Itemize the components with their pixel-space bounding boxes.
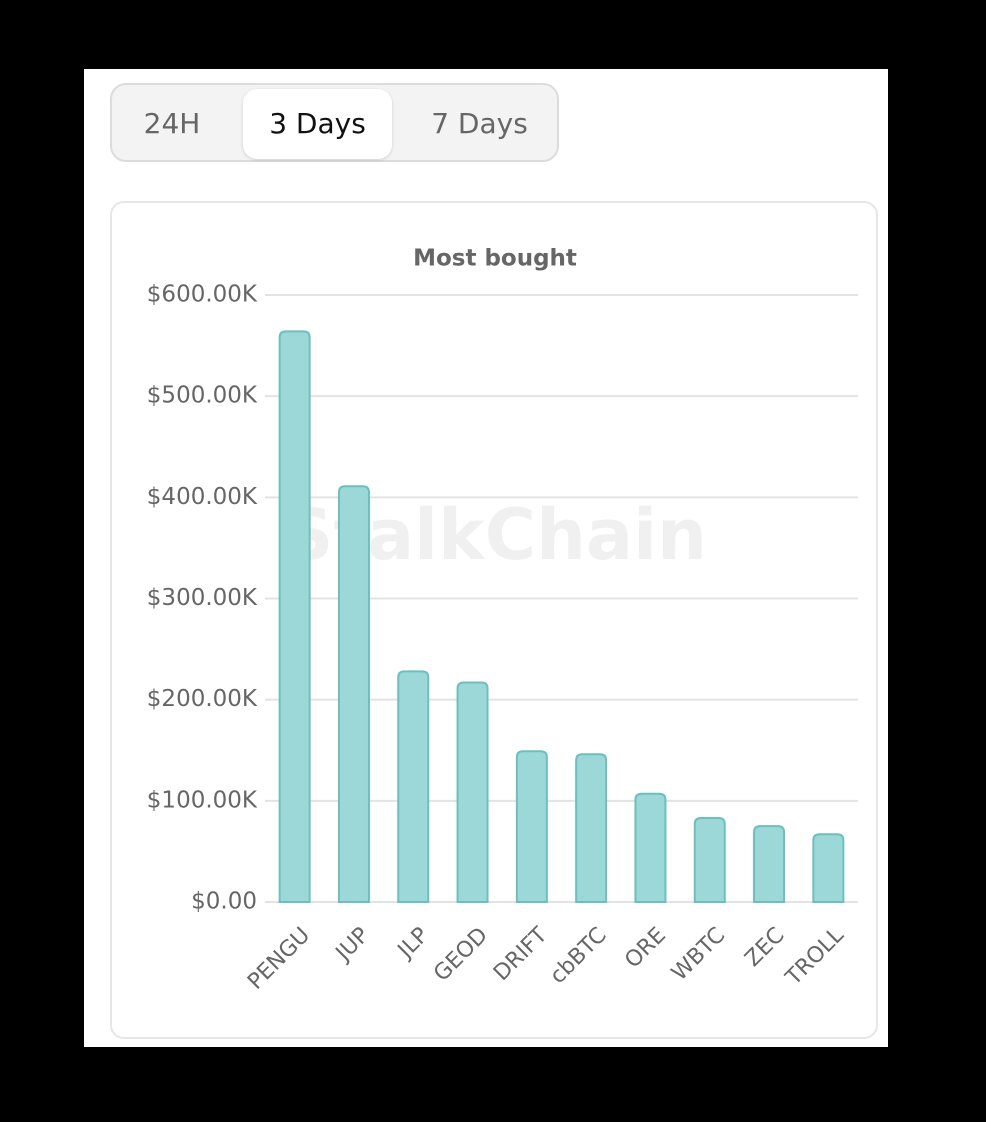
- x-tick-label: ORE: [620, 923, 671, 974]
- y-tick-label: $100.00K: [147, 787, 258, 813]
- bar: [397, 670, 430, 903]
- y-tick-label: $500.00K: [147, 383, 258, 409]
- bar: [634, 792, 667, 903]
- x-tick-label: JUP: [330, 923, 374, 967]
- bar: [693, 817, 726, 903]
- bar: [812, 833, 845, 903]
- tab[interactable]: 24H: [143, 107, 201, 140]
- x-tick-label: DRIFT: [489, 922, 553, 986]
- bar: [753, 825, 786, 903]
- x-tick-label: JLP: [392, 923, 434, 965]
- x-tick-label: ZEC: [741, 923, 790, 972]
- tab[interactable]: 7 Days: [431, 107, 528, 140]
- y-tick-label: $0.00: [191, 889, 257, 915]
- bar: [575, 753, 608, 903]
- chart-card: [110, 201, 878, 1039]
- x-tick-label: GEOD: [429, 923, 493, 987]
- y-tick-label: $600.00K: [147, 282, 258, 308]
- tab-group: 24H 3 Days 7 Days: [110, 83, 559, 162]
- bar: [456, 681, 489, 903]
- x-tick-label: WBTC: [667, 923, 730, 986]
- x-tick-label: cbBTC: [545, 923, 611, 989]
- y-tick-label: $400.00K: [147, 484, 258, 510]
- bar: [515, 750, 548, 903]
- x-tick-label: TROLL: [781, 922, 850, 991]
- y-tick-label: $200.00K: [147, 686, 258, 712]
- chart-title: Most bought: [413, 246, 577, 272]
- tab-active[interactable]: 3 Days: [243, 89, 392, 159]
- bar: [337, 485, 370, 903]
- bar: [278, 330, 311, 903]
- y-tick-label: $300.00K: [147, 585, 258, 611]
- x-tick-label: PENGU: [243, 923, 315, 995]
